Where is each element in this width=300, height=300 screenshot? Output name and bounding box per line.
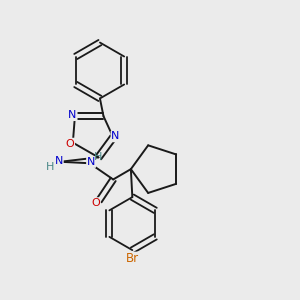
Text: H: H [94, 152, 103, 162]
Text: N: N [55, 156, 63, 166]
Text: N: N [87, 157, 95, 167]
Text: N: N [68, 110, 77, 120]
Text: Br: Br [126, 252, 139, 266]
Text: O: O [91, 198, 100, 208]
Text: N: N [111, 131, 120, 142]
Text: H: H [46, 162, 55, 172]
Text: O: O [65, 139, 74, 148]
